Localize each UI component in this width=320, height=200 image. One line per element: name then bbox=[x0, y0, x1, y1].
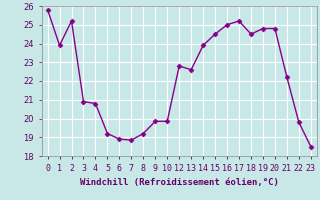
X-axis label: Windchill (Refroidissement éolien,°C): Windchill (Refroidissement éolien,°C) bbox=[80, 178, 279, 187]
